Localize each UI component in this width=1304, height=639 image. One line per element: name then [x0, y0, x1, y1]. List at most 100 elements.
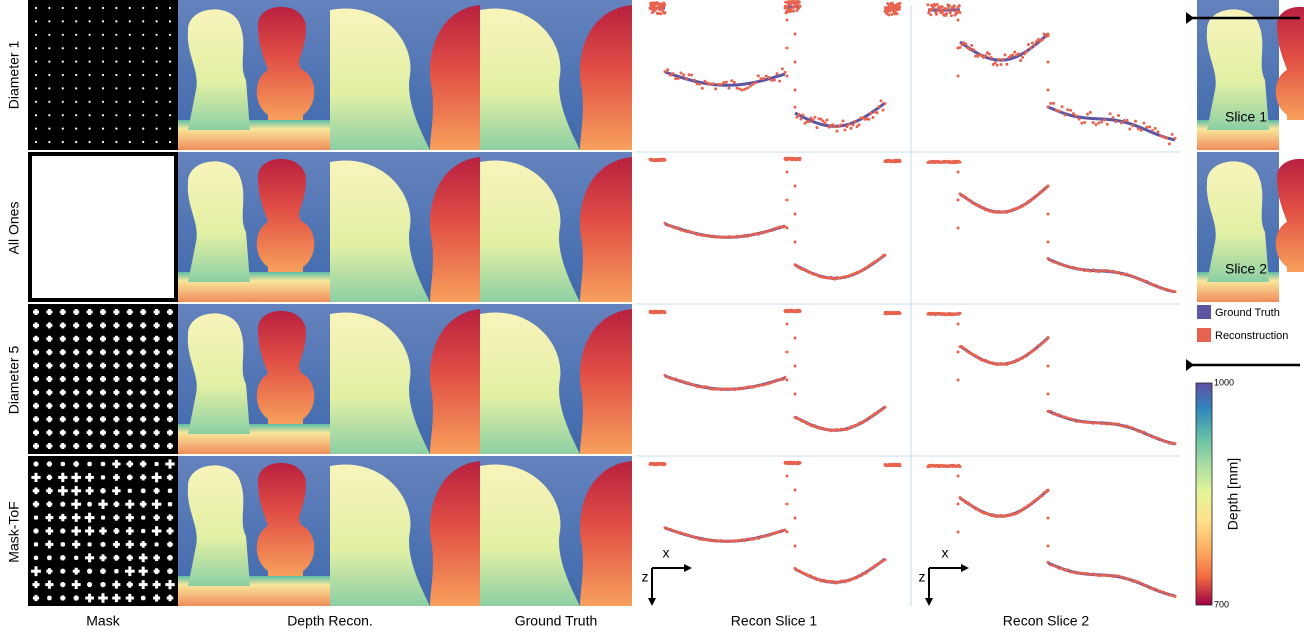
- mask-dot: [61, 416, 65, 423]
- mask-dot: [48, 140, 51, 144]
- reconstruction-point: [972, 48, 976, 52]
- mask-dot: [34, 33, 38, 36]
- mask-dot: [74, 555, 78, 560]
- reconstruction-point: [1071, 570, 1075, 574]
- mask-dot: [114, 376, 118, 382]
- mask-dot: [155, 349, 159, 356]
- mask-dot: [47, 540, 51, 549]
- reconstruction-point: [751, 82, 755, 86]
- reconstruction-point: [1128, 127, 1132, 131]
- mask-dot: [142, 127, 145, 130]
- reconstruction-point: [1046, 212, 1050, 216]
- reconstruction-point: [991, 62, 995, 66]
- mask-dot: [101, 429, 105, 436]
- reconstruction-point: [797, 417, 801, 421]
- reconstruction-point: [1074, 114, 1078, 118]
- mask-dot: [101, 362, 105, 369]
- reconstruction-point: [722, 539, 726, 543]
- reconstruction-point: [825, 118, 829, 122]
- mask-dot: [168, 322, 172, 329]
- image-grid: [28, 0, 1304, 606]
- colorbar: [1195, 382, 1213, 606]
- reconstruction-point: [978, 204, 982, 208]
- mask-dot: [61, 87, 64, 90]
- reconstruction-point: [1094, 269, 1098, 273]
- reconstruction-point: [1122, 272, 1126, 276]
- mask-dot: [141, 580, 145, 590]
- reconstruction-point: [1139, 430, 1143, 434]
- reconstruction-point: [793, 392, 797, 396]
- reconstruction-point: [1063, 264, 1067, 268]
- reconstruction-point: [1057, 262, 1061, 266]
- mask-dot: [88, 501, 92, 507]
- reconstruction-point: [1088, 269, 1092, 273]
- mask-dot: [88, 362, 92, 369]
- reconstruction-point: [867, 117, 871, 121]
- reconstruction-point: [1083, 572, 1087, 576]
- reconstruction-point: [1057, 109, 1061, 113]
- reconstruction-point: [1036, 497, 1040, 501]
- reconstruction-point: [716, 82, 720, 86]
- reconstruction-point: [719, 388, 723, 392]
- reconstruction-point: [958, 311, 962, 315]
- reconstruction-point: [698, 537, 702, 541]
- reconstruction-point: [663, 311, 667, 315]
- reconstruction-point: [949, 14, 953, 18]
- reconstruction-point: [1013, 50, 1017, 54]
- mask-dot: [34, 73, 38, 77]
- reconstruction-point: [754, 536, 758, 540]
- depth-statue: [1206, 161, 1269, 282]
- reconstruction-point: [698, 82, 702, 86]
- reconstruction-point: [793, 364, 797, 368]
- reconstruction-point: [674, 530, 678, 534]
- reconstruction-point: [841, 119, 845, 123]
- reconstruction-point: [795, 115, 799, 119]
- reconstruction-point: [746, 385, 750, 389]
- reconstruction-point: [650, 1, 654, 5]
- mask-dot: [128, 402, 132, 409]
- reconstruction-point: [663, 70, 667, 74]
- reconstruction-point: [727, 539, 731, 543]
- mask-dot: [48, 60, 51, 63]
- mask-dot: [61, 443, 65, 449]
- reconstruction-point: [690, 73, 694, 77]
- reconstruction-point: [1117, 114, 1121, 118]
- reconstruction-point: [1077, 571, 1081, 575]
- reconstruction-point: [785, 198, 789, 202]
- reconstruction-point: [1125, 272, 1129, 276]
- mask-dot: [88, 6, 91, 10]
- reconstruction-point: [1111, 574, 1115, 578]
- reconstruction-point: [1145, 584, 1149, 588]
- mask-dot: [74, 526, 78, 536]
- mask-dot: [168, 20, 172, 23]
- reconstruction-point: [762, 77, 766, 81]
- reconstruction-point: [956, 378, 960, 382]
- mask-dot: [114, 593, 118, 603]
- reconstruction-point: [871, 566, 875, 570]
- reconstruction-point: [1066, 416, 1070, 420]
- reconstruction-point: [724, 236, 728, 240]
- reconstruction-point: [1049, 259, 1053, 263]
- reconstruction-point: [987, 52, 991, 56]
- mask-dot: [101, 499, 105, 509]
- reconstruction-point: [778, 378, 782, 382]
- mask-dot: [88, 582, 92, 588]
- reconstruction-point: [783, 375, 787, 379]
- reconstruction-point: [793, 336, 797, 340]
- reconstruction-point: [1133, 428, 1137, 432]
- reconstruction-point: [1077, 419, 1081, 423]
- reconstruction-point: [783, 528, 787, 532]
- reconstruction-point: [1063, 113, 1067, 117]
- reconstruction-point: [813, 424, 817, 428]
- reconstruction-point: [1032, 196, 1036, 200]
- mask-dot: [61, 73, 64, 77]
- reconstruction-point: [1159, 437, 1163, 441]
- mask-dot: [47, 513, 51, 522]
- mask-dot: [128, 460, 132, 468]
- reconstruction-point: [1105, 574, 1109, 578]
- reconstruction-point: [703, 537, 707, 541]
- reconstruction-point: [1114, 270, 1118, 274]
- mask-dot: [74, 499, 78, 510]
- reconstruction-point: [798, 156, 802, 160]
- mask-dot: [34, 461, 38, 467]
